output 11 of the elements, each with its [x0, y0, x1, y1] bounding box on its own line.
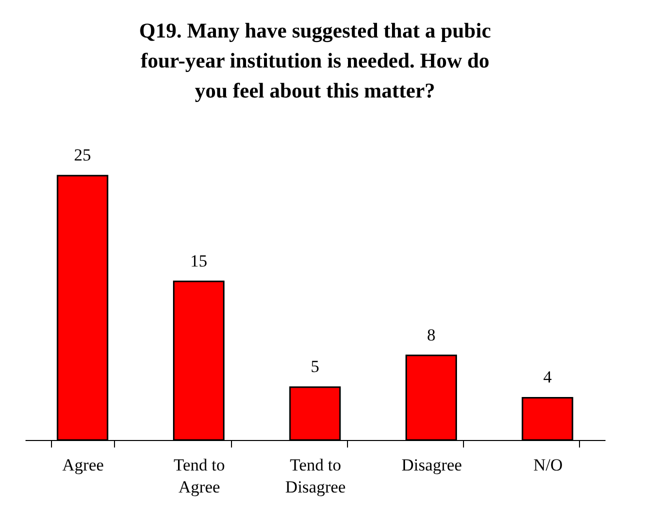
chart-title: Q19. Many have suggested that a pubic four-year institution is needed. How do you feel about this matter? — [139, 18, 491, 103]
x-tick-label: Agree — [62, 456, 104, 474]
data-label: 15 — [190, 251, 208, 270]
x-tick-label: Tend to Agree — [174, 456, 225, 496]
data-label: 8 — [426, 325, 436, 344]
x-tick-label: Tend to Disagree — [285, 456, 346, 496]
data-label: 5 — [310, 357, 320, 376]
x-tick-label: N/O — [533, 456, 563, 474]
data-label: 4 — [543, 368, 552, 387]
data-label: 25 — [74, 146, 92, 165]
x-tick-label: Disagree — [402, 456, 462, 474]
